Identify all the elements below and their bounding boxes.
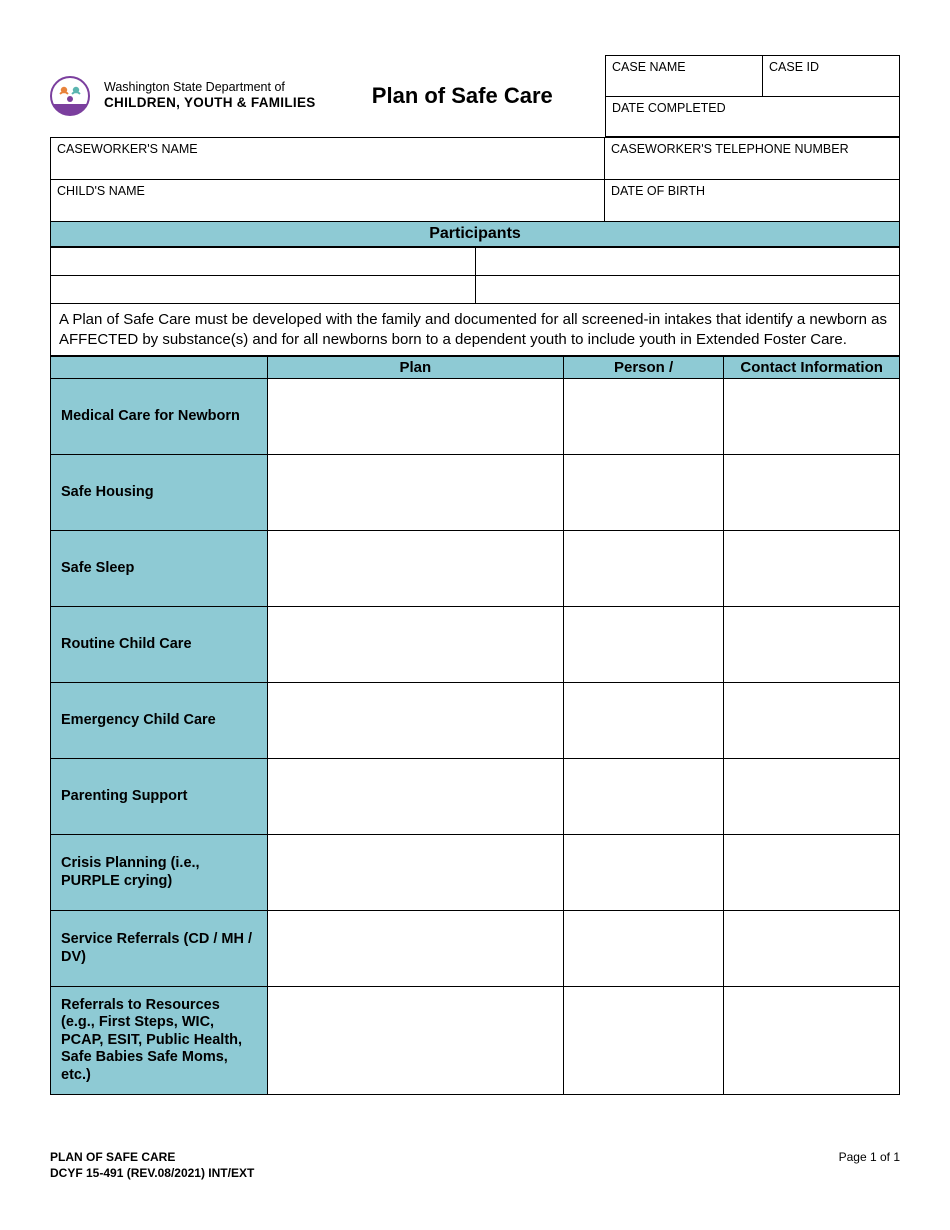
dept-line2: CHILDREN, YOUTH & FAMILIES xyxy=(104,95,316,112)
info-table: CASEWORKER'S NAME CASEWORKER'S TELEPHONE… xyxy=(50,137,900,247)
person-cell[interactable] xyxy=(563,607,724,683)
plan-cell[interactable] xyxy=(267,911,563,987)
footer-title: PLAN OF SAFE CARE xyxy=(50,1150,254,1166)
dept-line1: Washington State Department of xyxy=(104,80,316,96)
plan-row-label-1: Safe Housing xyxy=(51,455,268,531)
plan-row-label-0: Medical Care for Newborn xyxy=(51,379,268,455)
dob-field[interactable]: DATE OF BIRTH xyxy=(605,180,900,222)
description-text: A Plan of Safe Care must be developed wi… xyxy=(51,304,900,356)
case-name-field[interactable]: CASE NAME xyxy=(606,56,763,96)
person-cell[interactable] xyxy=(563,531,724,607)
plan-row: Service Referrals (CD / MH / DV) xyxy=(51,911,900,987)
footer-left: PLAN OF SAFE CARE DCYF 15-491 (REV.08/20… xyxy=(50,1150,254,1181)
person-cell[interactable] xyxy=(563,683,724,759)
plan-row: Crisis Planning (i.e., PURPLE crying) xyxy=(51,835,900,911)
plan-row: Routine Child Care xyxy=(51,607,900,683)
plan-header-contact: Contact Information xyxy=(724,357,900,379)
logo-title-block: Washington State Department of CHILDREN,… xyxy=(50,55,605,137)
plan-cell[interactable] xyxy=(267,759,563,835)
participant-cell-1[interactable] xyxy=(51,248,476,276)
person-cell[interactable] xyxy=(563,835,724,911)
person-cell[interactable] xyxy=(563,379,724,455)
plan-row-label-5: Parenting Support xyxy=(51,759,268,835)
participant-cell-2[interactable] xyxy=(475,248,900,276)
contact-cell[interactable] xyxy=(724,531,900,607)
plan-cell[interactable] xyxy=(267,379,563,455)
person-cell[interactable] xyxy=(563,455,724,531)
contact-cell[interactable] xyxy=(724,911,900,987)
footer-page: Page 1 of 1 xyxy=(839,1150,900,1181)
case-row: CASE NAME CASE ID xyxy=(605,55,900,97)
plan-row: Safe Housing xyxy=(51,455,900,531)
plan-header-plan: Plan xyxy=(267,357,563,379)
case-info-block: CASE NAME CASE ID DATE COMPLETED xyxy=(605,55,900,137)
plan-header-row: Plan Person / Contact Information xyxy=(51,357,900,379)
date-completed-field[interactable]: DATE COMPLETED xyxy=(605,97,900,137)
person-cell[interactable] xyxy=(563,759,724,835)
plan-cell[interactable] xyxy=(267,531,563,607)
department-name: Washington State Department of CHILDREN,… xyxy=(104,80,316,113)
plan-row: Medical Care for Newborn xyxy=(51,379,900,455)
contact-cell[interactable] xyxy=(724,759,900,835)
case-id-field[interactable]: CASE ID xyxy=(763,56,899,96)
plan-table: Plan Person / Contact Information Medica… xyxy=(50,356,900,1095)
participants-header: Participants xyxy=(51,222,900,247)
participant-cell-3[interactable] xyxy=(51,276,476,304)
caseworker-phone-field[interactable]: CASEWORKER'S TELEPHONE NUMBER xyxy=(605,138,900,180)
child-name-field[interactable]: CHILD'S NAME xyxy=(51,180,605,222)
contact-cell[interactable] xyxy=(724,607,900,683)
participants-table: A Plan of Safe Care must be developed wi… xyxy=(50,247,900,356)
footer: PLAN OF SAFE CARE DCYF 15-491 (REV.08/20… xyxy=(50,1150,900,1181)
dcyf-logo-icon xyxy=(50,76,90,116)
plan-cell[interactable] xyxy=(267,683,563,759)
plan-row-label-3: Routine Child Care xyxy=(51,607,268,683)
caseworker-name-field[interactable]: CASEWORKER'S NAME xyxy=(51,138,605,180)
plan-row: Emergency Child Care xyxy=(51,683,900,759)
participant-cell-4[interactable] xyxy=(475,276,900,304)
plan-header-blank xyxy=(51,357,268,379)
contact-cell[interactable] xyxy=(724,455,900,531)
plan-cell[interactable] xyxy=(267,835,563,911)
plan-row-label-4: Emergency Child Care xyxy=(51,683,268,759)
plan-row: Parenting Support xyxy=(51,759,900,835)
plan-cell[interactable] xyxy=(267,455,563,531)
plan-row: Safe Sleep xyxy=(51,531,900,607)
plan-cell[interactable] xyxy=(267,607,563,683)
contact-cell[interactable] xyxy=(724,987,900,1095)
form-title: Plan of Safe Care xyxy=(330,83,595,109)
contact-cell[interactable] xyxy=(724,379,900,455)
header-row: Washington State Department of CHILDREN,… xyxy=(50,55,900,137)
contact-cell[interactable] xyxy=(724,683,900,759)
person-cell[interactable] xyxy=(563,987,724,1095)
plan-cell[interactable] xyxy=(267,987,563,1095)
plan-row-label-2: Safe Sleep xyxy=(51,531,268,607)
plan-header-person: Person / xyxy=(563,357,724,379)
contact-cell[interactable] xyxy=(724,835,900,911)
plan-row-label-8: Referrals to Resources (e.g., First Step… xyxy=(51,987,268,1095)
person-cell[interactable] xyxy=(563,911,724,987)
plan-row: Referrals to Resources (e.g., First Step… xyxy=(51,987,900,1095)
plan-row-label-7: Service Referrals (CD / MH / DV) xyxy=(51,911,268,987)
footer-form-id: DCYF 15-491 (REV.08/2021) INT/EXT xyxy=(50,1166,254,1182)
plan-row-label-6: Crisis Planning (i.e., PURPLE crying) xyxy=(51,835,268,911)
